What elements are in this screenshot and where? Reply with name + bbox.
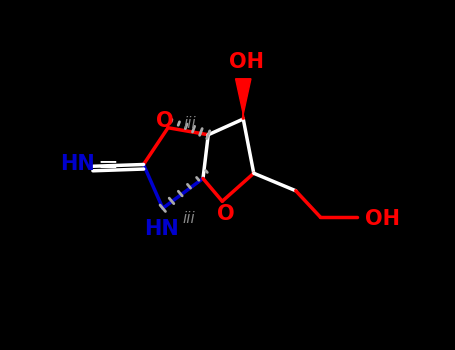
Text: HN: HN [144, 219, 178, 239]
Text: O: O [217, 203, 235, 224]
Text: OH: OH [229, 52, 264, 72]
Text: iii: iii [184, 116, 197, 131]
Text: OH: OH [365, 209, 399, 229]
Text: iii: iii [182, 211, 195, 225]
Text: =: = [97, 153, 118, 176]
Text: HN: HN [60, 154, 95, 175]
Polygon shape [236, 79, 251, 119]
Text: O: O [156, 111, 173, 132]
